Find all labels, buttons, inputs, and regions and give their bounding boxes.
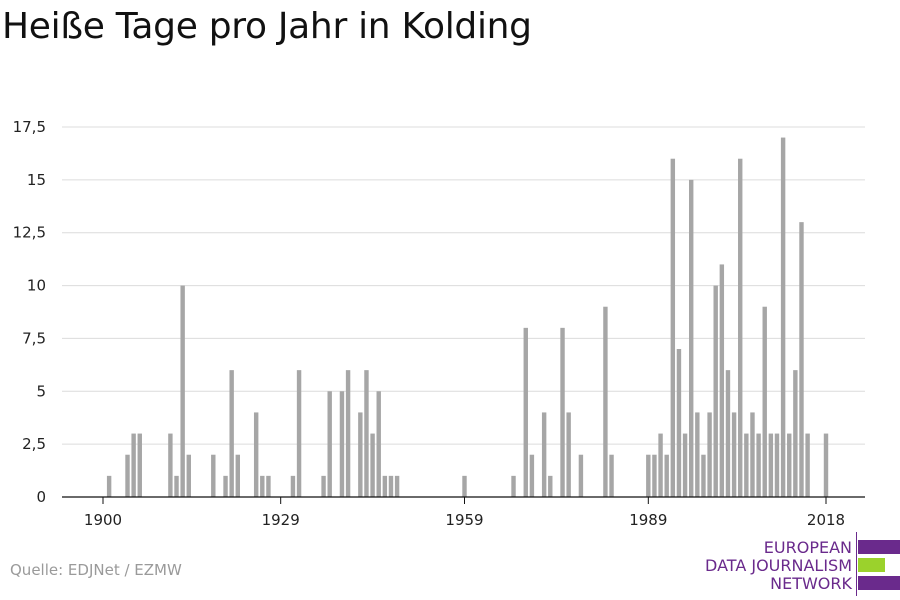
y-tick-label: 10: [27, 277, 46, 295]
chart-title: Heiße Tage pro Jahr in Kolding: [2, 6, 532, 47]
y-tick-label: 2,5: [22, 435, 46, 453]
y-tick-label: 15: [27, 171, 46, 189]
bar: [787, 433, 792, 497]
bar: [541, 412, 547, 497]
logo-bar-1: [858, 540, 900, 554]
bar: [168, 433, 173, 497]
bar: [376, 391, 381, 497]
bar: [664, 454, 669, 497]
bar: [805, 433, 810, 497]
bar: [731, 412, 737, 497]
bar: [137, 433, 142, 497]
y-tick-label: 7,5: [22, 329, 46, 347]
y-tick-label: 0: [36, 488, 46, 506]
bar: [180, 285, 185, 497]
bar: [327, 391, 332, 497]
bar: [780, 137, 786, 498]
bar: [676, 349, 682, 497]
bar: [462, 475, 467, 497]
bar: [609, 454, 614, 497]
bar: [695, 412, 700, 497]
bar: [106, 475, 112, 497]
x-tick-label: 2018: [807, 511, 845, 529]
logo-line-3: NETWORK: [770, 574, 852, 593]
x-tick-label: 1959: [445, 511, 483, 529]
bar: [799, 222, 804, 497]
bar: [768, 433, 774, 497]
bar: [793, 370, 798, 497]
bar: [774, 433, 780, 497]
logo-bar-2: [858, 558, 885, 572]
x-tick-label: 1989: [629, 511, 667, 529]
bar: [725, 370, 731, 497]
bar: [682, 433, 688, 497]
bar: [370, 433, 375, 497]
bar: [229, 370, 234, 497]
logo-bar-3: [858, 576, 900, 590]
bar: [235, 454, 241, 497]
bar: [560, 327, 565, 497]
bar: [744, 433, 749, 497]
bar: [296, 370, 302, 497]
bar: [382, 475, 388, 497]
logo-line-1: EUROPEAN: [763, 538, 852, 557]
bar: [670, 158, 676, 497]
bar: [345, 370, 351, 497]
bar: [223, 475, 228, 497]
y-tick-label: 12,5: [13, 224, 46, 242]
bar: [750, 412, 755, 497]
bar: [738, 158, 743, 497]
bar: [266, 475, 271, 497]
y-tick-label: 17,5: [13, 118, 46, 136]
bar: [756, 433, 761, 497]
bar: [646, 454, 651, 497]
bar: [762, 306, 767, 497]
bar: [394, 475, 400, 497]
bar: [253, 412, 259, 497]
bar: [719, 264, 725, 497]
x-tick-label: 1929: [262, 511, 300, 529]
edjnet-logo: EUROPEAN DATA JOURNALISM NETWORK: [700, 530, 900, 596]
bar: [511, 475, 516, 497]
bar: [174, 475, 179, 497]
logo-line-2: DATA JOURNALISM: [705, 556, 852, 575]
bar: [186, 454, 191, 497]
bar: [548, 475, 553, 497]
bar: [652, 454, 657, 497]
bar: [701, 454, 706, 497]
bar: [358, 412, 363, 497]
bar: [131, 433, 136, 497]
bar: [523, 327, 528, 497]
bar: [388, 475, 394, 497]
bar: [339, 391, 345, 497]
bar: [125, 454, 130, 497]
bar: [713, 285, 718, 497]
bar: [578, 454, 584, 497]
x-tick-label: 1900: [84, 511, 122, 529]
bar: [823, 433, 829, 497]
bar: [707, 412, 712, 497]
bar: [364, 370, 369, 497]
bar: [260, 475, 265, 497]
source-note: Quelle: EDJNet / EZMW: [10, 561, 182, 579]
bar: [321, 475, 326, 497]
bar: [603, 306, 608, 497]
y-tick-label: 5: [36, 382, 46, 400]
bar: [529, 454, 535, 497]
bar: [658, 433, 663, 497]
bar: [211, 454, 216, 497]
bar: [566, 412, 571, 497]
bar: [290, 475, 296, 497]
logo-separator: [856, 532, 857, 596]
bar: [688, 179, 694, 497]
